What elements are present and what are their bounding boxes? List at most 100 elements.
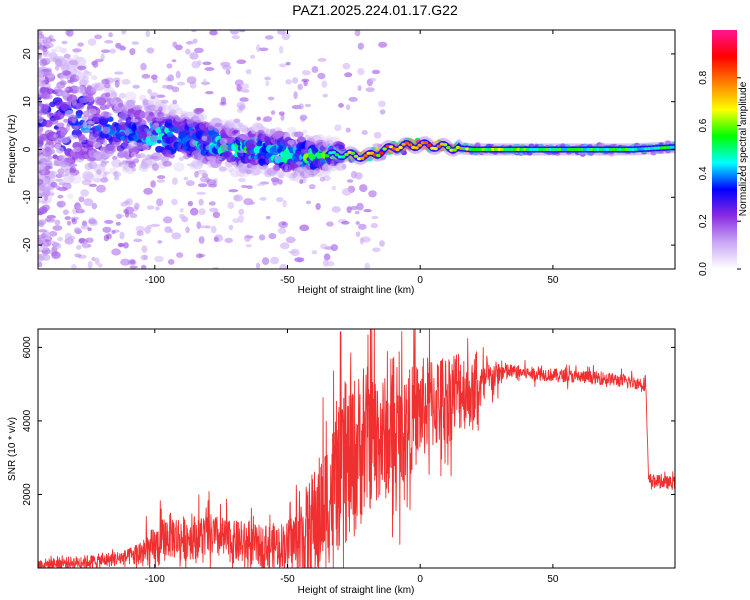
ridge-cell <box>535 147 540 152</box>
spectrogram-cell <box>46 86 51 93</box>
spectrogram-cell <box>189 52 199 60</box>
spectrogram-cell <box>68 134 79 140</box>
colorbar-tick-label: 0.0 <box>698 262 709 276</box>
spectrogram-cell <box>57 236 64 242</box>
spectrogram-cell <box>321 80 328 88</box>
ridge-cell <box>353 154 359 158</box>
spectrogram-cell <box>241 89 250 93</box>
spectrogram-cell <box>76 57 82 62</box>
ridge-cell <box>573 147 578 152</box>
spectrogram-cell <box>48 231 58 237</box>
ridge-cell <box>564 147 569 152</box>
ridge-cell <box>493 147 499 152</box>
spectrogram-cell <box>231 35 240 40</box>
spectrogram-cell <box>163 216 173 224</box>
spectrogram-cell <box>185 226 190 234</box>
spectrogram-cell <box>209 30 218 36</box>
spectrogram-cell <box>108 32 113 38</box>
spectrogram-cell <box>166 131 173 137</box>
spectrogram-cell <box>166 114 173 119</box>
spectrogram-cell <box>196 191 207 195</box>
spectrogram-cell <box>278 171 286 178</box>
spectrogram-cell <box>213 236 219 243</box>
spectrogram-cell <box>194 170 199 178</box>
y-tick-label: 0 <box>22 146 33 152</box>
ridge-cell <box>557 147 562 152</box>
spectrogram-cell <box>52 242 62 250</box>
spectrogram-cell <box>88 183 97 187</box>
spectrogram-cell <box>279 242 290 250</box>
ridge-cell <box>643 147 648 151</box>
spectrogram-cell <box>221 143 229 152</box>
spectrogram-cell <box>315 203 321 210</box>
spectrogram-cell <box>120 258 130 266</box>
spectrogram-cell <box>365 87 375 93</box>
spectrogram-cell <box>89 132 95 140</box>
spectrogram-cell <box>270 110 276 115</box>
spectrogram-cell <box>239 97 249 102</box>
spectrogram-cell <box>262 118 268 122</box>
spectrogram-cell <box>185 150 191 155</box>
spectrogram-cell <box>100 49 111 53</box>
spectrogram-cell <box>150 223 160 227</box>
ridge-cell <box>433 147 438 151</box>
spectrogram-cell <box>355 221 360 225</box>
spectrogram-cell <box>74 227 82 234</box>
spectrogram-cell <box>300 117 306 122</box>
spectrogram-cell <box>214 122 223 127</box>
spectrogram-cell <box>67 114 78 122</box>
spectrogram-cell <box>114 71 124 75</box>
spectrogram-cell <box>291 170 297 179</box>
spectrogram-cell <box>87 227 92 232</box>
spectrogram-cell <box>258 129 265 135</box>
spectrogram-cell <box>54 219 61 226</box>
spectrogram-cell <box>85 93 94 101</box>
spectrogram-cell <box>134 202 140 210</box>
spectrogram-cell <box>297 257 303 263</box>
spectrogram-cell <box>44 43 54 48</box>
spectrogram-cell <box>48 117 59 125</box>
spectrogram-cell <box>156 198 164 207</box>
spectrogram-heatmap <box>38 30 675 269</box>
spectrogram-cell <box>83 129 93 133</box>
spectrogram-cell <box>186 76 197 84</box>
spectrogram-cell <box>133 146 142 151</box>
spectrogram-cell <box>357 42 364 50</box>
top-y-axis: -20 -10 0 10 20 <box>22 48 675 252</box>
spectrogram-cell <box>194 47 204 54</box>
spectrogram-cell <box>379 240 385 247</box>
spectrogram-cell <box>147 88 152 94</box>
bottom-plot-frame <box>37 328 676 569</box>
spectrogram-cell <box>68 60 79 66</box>
spectrogram-cell <box>38 128 43 135</box>
spectrogram-cell <box>109 48 117 54</box>
spectrogram-cell <box>228 224 234 231</box>
spectrogram-cell <box>86 71 92 76</box>
spectrogram-cell <box>69 166 77 174</box>
spectrogram-cell <box>146 47 155 54</box>
spectrogram-cell <box>183 176 189 181</box>
spectrogram-cell <box>368 190 377 198</box>
spectrogram-cell <box>125 128 130 137</box>
spectrogram-cell <box>277 30 286 35</box>
ridge-cell <box>414 146 419 150</box>
spectrogram-cell <box>279 263 288 269</box>
spectrogram-cell <box>293 91 298 100</box>
spectrogram-cell <box>58 91 68 97</box>
ridge-cell <box>595 147 601 152</box>
spectrogram-cell <box>52 225 63 231</box>
spectrogram-cell <box>55 58 63 67</box>
ridge-cell <box>481 147 486 152</box>
colorbar-tick-label: 0.2 <box>698 214 709 228</box>
spectrogram-cell <box>118 243 124 248</box>
ridge-cell <box>586 147 591 152</box>
spectrogram-cell <box>307 169 317 175</box>
spectrogram-cell <box>44 129 54 138</box>
spectrogram-cell <box>83 198 94 207</box>
spectrogram-cell <box>129 213 138 219</box>
spectrogram-cell <box>86 84 92 93</box>
spectrogram-cell <box>161 84 170 89</box>
spectrogram-cell <box>190 30 197 33</box>
spectrogram-cell <box>82 130 86 134</box>
spectrogram-cell <box>42 230 50 238</box>
